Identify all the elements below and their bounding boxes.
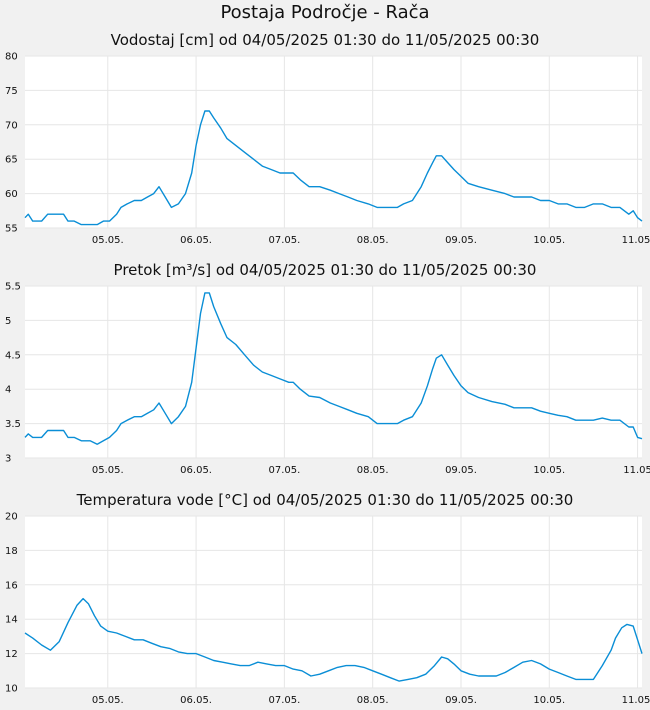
water-level-x-tick-label: 07.05.	[268, 235, 300, 246]
discharge-plot-area	[25, 286, 642, 458]
discharge-chart-title: Pretok [m³/s] od 04/05/2025 01:30 do 11/…	[114, 261, 537, 279]
water-level-x-tick-label: 11.05.	[622, 235, 650, 246]
water-temperature-x-tick-label: 11.05.	[622, 695, 650, 706]
water-level-y-tick-label: 60	[5, 189, 18, 200]
water-temperature-chart-title: Temperatura vode [°C] od 04/05/2025 01:3…	[76, 491, 574, 509]
water-temperature-x-tick-label: 10.05.	[533, 695, 565, 706]
discharge-y-tick-label: 4.5	[5, 350, 21, 361]
water-level-x-tick-label: 08.05.	[357, 235, 389, 246]
water-level-x-tick-label: 05.05.	[92, 235, 124, 246]
water-level-chart: Vodostaj [cm] od 04/05/2025 01:30 do 11/…	[5, 31, 650, 246]
water-temperature-y-tick-label: 12	[5, 649, 18, 660]
water-level-y-tick-label: 55	[5, 224, 18, 235]
discharge-y-tick-label: 5.5	[5, 282, 21, 293]
discharge-x-tick-label: 06.05.	[180, 465, 212, 476]
discharge-y-tick-label: 3.5	[5, 419, 21, 430]
discharge-x-tick-label: 11.05	[623, 465, 650, 476]
water-temperature-x-tick-label: 05.05.	[92, 695, 124, 706]
water-temperature-plot-area	[25, 516, 642, 688]
water-level-y-tick-label: 70	[5, 120, 18, 131]
water-temperature-y-tick-label: 20	[5, 512, 18, 523]
water-temperature-x-tick-label: 07.05.	[268, 695, 300, 706]
discharge-x-tick-label: 10.05.	[533, 465, 565, 476]
discharge-y-tick-label: 4	[5, 385, 11, 396]
discharge-x-tick-label: 08.05.	[357, 465, 389, 476]
discharge-x-tick-label: 09.05.	[445, 465, 477, 476]
discharge-chart: Pretok [m³/s] od 04/05/2025 01:30 do 11/…	[5, 261, 650, 476]
water-level-y-tick-label: 80	[5, 52, 18, 63]
discharge-x-tick-label: 05.05.	[92, 465, 124, 476]
water-temperature-x-tick-label: 08.05.	[357, 695, 389, 706]
page-title: Postaja Področje - Rača	[220, 2, 430, 23]
discharge-series-line	[24, 292, 643, 445]
water-temperature-series-line	[24, 597, 643, 682]
water-level-y-tick-label: 75	[5, 86, 18, 97]
water-level-x-tick-label: 10.05.	[533, 235, 565, 246]
discharge-y-tick-label: 5	[5, 316, 11, 327]
water-temperature-y-tick-label: 10	[5, 684, 18, 695]
water-temperature-x-tick-label: 09.05.	[445, 695, 477, 706]
water-level-chart-title: Vodostaj [cm] od 04/05/2025 01:30 do 11/…	[111, 31, 540, 49]
water-level-x-tick-label: 09.05.	[445, 235, 477, 246]
water-temperature-y-tick-label: 14	[5, 615, 18, 626]
water-temperature-y-tick-label: 16	[5, 580, 18, 591]
water-level-y-tick-label: 65	[5, 155, 18, 166]
water-temperature-y-tick-label: 18	[5, 546, 18, 557]
water-temperature-chart: Temperatura vode [°C] od 04/05/2025 01:3…	[5, 491, 650, 706]
water-level-x-tick-label: 06.05.	[180, 235, 212, 246]
discharge-y-tick-label: 3	[5, 454, 11, 465]
discharge-x-tick-label: 07.05.	[268, 465, 300, 476]
water-temperature-x-tick-label: 06.05.	[180, 695, 212, 706]
water-level-series-line	[24, 110, 643, 226]
